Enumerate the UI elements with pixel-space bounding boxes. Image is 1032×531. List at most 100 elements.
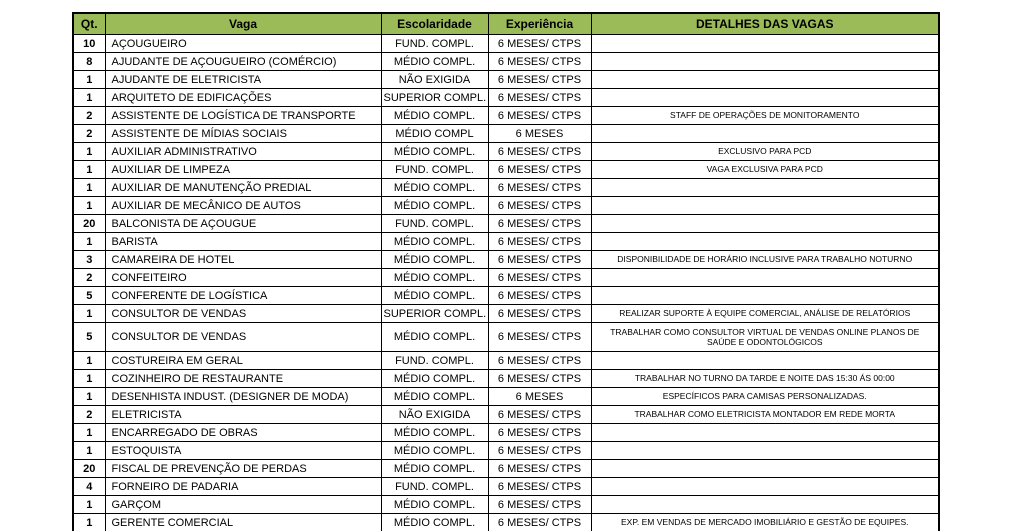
table-row: 1 ARQUITETO DE EDIFICAÇÕES SUPERIOR COMPL.… [72, 88, 940, 107]
experiencia-cell: 6 MESES/ CTPS [487, 495, 592, 514]
escolaridade-cell: MÉDIO COMPL. [380, 441, 489, 460]
table-row: 1 AUXILIAR DE MECÂNICO DE AUTOS MÉDIO COMP… [72, 196, 940, 215]
table-row: 3 CAMAREIRA DE HOTEL MÉDIO COMPL. 6 MESES/ … [72, 250, 940, 269]
qt-cell: 1 [72, 88, 106, 107]
detalhes-cell [590, 196, 940, 215]
experiencia-cell: 6 MESES/ CTPS [487, 322, 592, 352]
qt-cell: 2 [72, 124, 106, 143]
vaga-cell: FISCAL DE PREVENÇÃO DE PERDAS [104, 459, 382, 478]
escolaridade-cell: FUND. COMPL. [380, 351, 489, 370]
table-row: 2 ASSISTENTE DE LOGÍSTICA DE TRANSPORTE MÉ… [72, 106, 940, 125]
detalhes-cell: EXP. EM VENDAS DE MERCADO IMOBILIÁRIO E … [590, 513, 940, 531]
detalhes-cell: EXCLUSIVO PARA PCD [590, 142, 940, 161]
experiencia-cell: 6 MESES/ CTPS [487, 304, 592, 323]
table-row: 2 ELETRICISTA NÃO EXIGIDA 6 MESES/ CTPS TRAB… [72, 405, 940, 424]
detalhes-cell [590, 232, 940, 251]
vaga-cell: ELETRICISTA [104, 405, 382, 424]
experiencia-cell: 6 MESES/ CTPS [487, 178, 592, 197]
detalhes-cell: STAFF DE OPERAÇÕES DE MONITORAMENTO [590, 106, 940, 125]
table-row: 8 AJUDANTE DE AÇOUGUEIRO (COMÉRCIO) MÉDIO … [72, 52, 940, 71]
vaga-cell: CAMAREIRA DE HOTEL [104, 250, 382, 269]
experiencia-cell: 6 MESES/ CTPS [487, 459, 592, 478]
vaga-cell: AUXILIAR DE LIMPEZA [104, 160, 382, 179]
escolaridade-cell: MÉDIO COMPL. [380, 322, 489, 352]
vaga-cell: AJUDANTE DE ELETRICISTA [104, 70, 382, 89]
detalhes-cell: ESPECÍFICOS PARA CAMISAS PERSONALIZADAS. [590, 387, 940, 406]
column-header-qt: Qt. [72, 12, 106, 35]
detalhes-cell: TRABALHAR COMO CONSULTOR VIRTUAL DE VEND… [590, 322, 940, 352]
qt-cell: 1 [72, 513, 106, 531]
escolaridade-cell: MÉDIO COMPL. [380, 459, 489, 478]
vaga-cell: GERENTE COMERCIAL [104, 513, 382, 531]
detalhes-cell [590, 459, 940, 478]
detalhes-cell: TRABALHAR NO TURNO DA TARDE E NOITE DAS … [590, 369, 940, 388]
detalhes-cell: REALIZAR SUPORTE À EQUIPE COMERCIAL, ANÁ… [590, 304, 940, 323]
vaga-cell: GARÇOM [104, 495, 382, 514]
table-row: 1 AUXILIAR ADMINISTRATIVO MÉDIO COMPL. 6 ME… [72, 142, 940, 161]
detalhes-cell [590, 477, 940, 496]
vacancies-table-container: Qt. Vaga Escolaridade Experiência DETALH… [72, 12, 940, 531]
escolaridade-cell: NÃO EXIGIDA [380, 405, 489, 424]
escolaridade-cell: MÉDIO COMPL. [380, 286, 489, 305]
qt-cell: 1 [72, 142, 106, 161]
detalhes-cell [590, 34, 940, 53]
qt-cell: 1 [72, 70, 106, 89]
column-header-escolaridade: Escolaridade [380, 12, 489, 35]
table-row: 1 ENCARREGADO DE OBRAS MÉDIO COMPL. 6 MESES… [72, 423, 940, 442]
escolaridade-cell: FUND. COMPL. [380, 214, 489, 233]
vaga-cell: ESTOQUISTA [104, 441, 382, 460]
vaga-cell: AJUDANTE DE AÇOUGUEIRO (COMÉRCIO) [104, 52, 382, 71]
table-row: 5 CONFERENTE DE LOGÍSTICA MÉDIO COMPL. 6 ME… [72, 286, 940, 305]
escolaridade-cell: MÉDIO COMPL. [380, 387, 489, 406]
vacancies-table-body: 10 AÇOUGUEIRO FUND. COMPL. 6 MESES/ CTPS 8 AJ… [72, 34, 940, 531]
detalhes-cell: TRABALHAR COMO ELETRICISTA MONTADOR EM R… [590, 405, 940, 424]
experiencia-cell: 6 MESES/ CTPS [487, 286, 592, 305]
vacancies-table: Qt. Vaga Escolaridade Experiência DETALH… [72, 12, 940, 531]
escolaridade-cell: MÉDIO COMPL. [380, 178, 489, 197]
experiencia-cell: 6 MESES/ CTPS [487, 214, 592, 233]
vaga-cell: CONSULTOR DE VENDAS [104, 304, 382, 323]
qt-cell: 1 [72, 196, 106, 215]
vaga-cell: ASSISTENTE DE MÍDIAS SOCIAIS [104, 124, 382, 143]
experiencia-cell: 6 MESES/ CTPS [487, 477, 592, 496]
detalhes-cell [590, 88, 940, 107]
table-row: 1 AJUDANTE DE ELETRICISTA NÃO EXIGIDA 6 MES… [72, 70, 940, 89]
escolaridade-cell: MÉDIO COMPL. [380, 250, 489, 269]
table-row: 1 GARÇOM MÉDIO COMPL. 6 MESES/ CTPS [72, 495, 940, 514]
table-row: 1 CONSULTOR DE VENDAS SUPERIOR COMPL. 6 MES… [72, 304, 940, 323]
vaga-cell: AUXILIAR DE MANUTENÇÃO PREDIAL [104, 178, 382, 197]
vaga-cell: AÇOUGUEIRO [104, 34, 382, 53]
escolaridade-cell: MÉDIO COMPL. [380, 513, 489, 531]
detalhes-cell [590, 70, 940, 89]
qt-cell: 1 [72, 160, 106, 179]
experiencia-cell: 6 MESES/ CTPS [487, 250, 592, 269]
experiencia-cell: 6 MESES/ CTPS [487, 106, 592, 125]
vaga-cell: AUXILIAR DE MECÂNICO DE AUTOS [104, 196, 382, 215]
escolaridade-cell: MÉDIO COMPL. [380, 369, 489, 388]
vaga-cell: ENCARREGADO DE OBRAS [104, 423, 382, 442]
qt-cell: 1 [72, 423, 106, 442]
experiencia-cell: 6 MESES/ CTPS [487, 441, 592, 460]
table-row: 1 COSTUREIRA EM GERAL FUND. COMPL. 6 MESES/… [72, 351, 940, 370]
detalhes-cell [590, 441, 940, 460]
experiencia-cell: 6 MESES/ CTPS [487, 268, 592, 287]
qt-cell: 1 [72, 304, 106, 323]
table-row: 5 CONSULTOR DE VENDAS MÉDIO COMPL. 6 MESES/… [72, 322, 940, 352]
table-row: 10 AÇOUGUEIRO FUND. COMPL. 6 MESES/ CTPS [72, 34, 940, 53]
table-row: 1 DESENHISTA INDUST. (DESIGNER DE MODA) MÉ… [72, 387, 940, 406]
detalhes-cell [590, 495, 940, 514]
escolaridade-cell: MÉDIO COMPL. [380, 268, 489, 287]
table-row: 20 BALCONISTA DE AÇOUGUE FUND. COMPL. 6 MES… [72, 214, 940, 233]
escolaridade-cell: MÉDIO COMPL. [380, 495, 489, 514]
detalhes-cell [590, 124, 940, 143]
column-header-detalhes: DETALHES DAS VAGAS [590, 12, 940, 35]
vaga-cell: ASSISTENTE DE LOGÍSTICA DE TRANSPORTE [104, 106, 382, 125]
experiencia-cell: 6 MESES/ CTPS [487, 232, 592, 251]
table-row: 1 COZINHEIRO DE RESTAURANTE MÉDIO COMPL. 6 … [72, 369, 940, 388]
vaga-cell: FORNEIRO DE PADARIA [104, 477, 382, 496]
qt-cell: 10 [72, 34, 106, 53]
column-header-experiencia: Experiência [487, 12, 592, 35]
qt-cell: 5 [72, 286, 106, 305]
qt-cell: 1 [72, 351, 106, 370]
